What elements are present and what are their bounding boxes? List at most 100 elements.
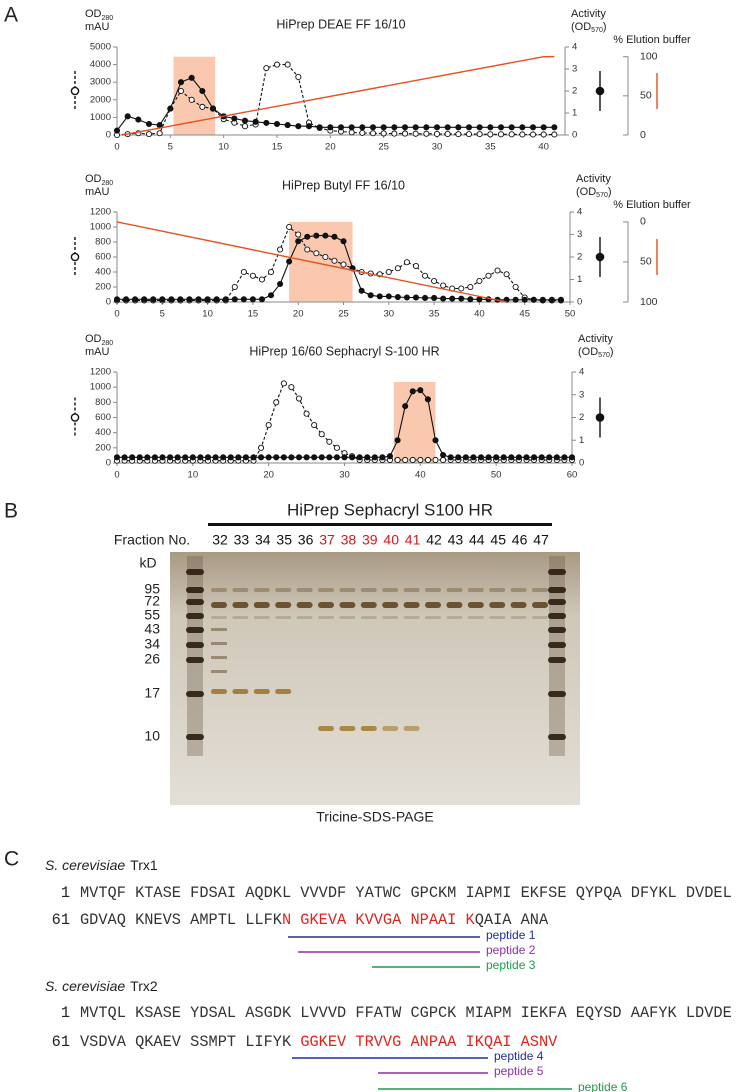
fraction-number: 37	[319, 532, 335, 548]
data-point	[249, 272, 256, 279]
data-point	[333, 454, 340, 461]
y2-tick-label: 3	[572, 64, 577, 75]
data-point	[129, 454, 136, 461]
y2-tick-label: 2	[577, 252, 582, 263]
y2-tick-label: 3	[579, 389, 584, 400]
data-point	[113, 296, 121, 303]
gel-band	[446, 616, 463, 619]
y2-tick-label: 1	[577, 274, 582, 285]
sequence-segment: VSDVA QKAEV SSMPT LIFYK	[80, 1033, 300, 1051]
y2-axis-label: Activity	[571, 8, 606, 20]
peptide-label: peptide 4	[494, 1049, 544, 1063]
data-point	[449, 295, 456, 302]
data-point	[476, 131, 483, 138]
fraction-number: 32	[212, 532, 228, 548]
fraction-number: 35	[276, 532, 292, 548]
y3-tick-label: 0	[640, 216, 646, 228]
data-point	[263, 65, 270, 72]
data-point	[231, 296, 238, 303]
x-tick-label: 60	[567, 470, 578, 481]
gel-band	[360, 602, 377, 608]
data-point	[421, 294, 429, 302]
data-point	[273, 454, 280, 461]
data-point	[476, 124, 483, 131]
data-point	[273, 120, 281, 128]
gel-band	[510, 602, 527, 608]
gel-band	[446, 588, 463, 592]
data-point	[186, 296, 193, 303]
gel-band	[510, 616, 527, 619]
data-point	[277, 280, 284, 288]
legend-marker	[595, 252, 605, 262]
data-point	[467, 296, 474, 303]
x-tick-label: 35	[429, 309, 440, 320]
legend-marker	[70, 413, 80, 422]
gel-band	[211, 656, 227, 659]
data-point	[304, 246, 311, 253]
x-tick-label: 20	[263, 470, 274, 481]
gel-band	[211, 670, 227, 673]
gel-band	[532, 616, 548, 619]
data-point	[477, 454, 485, 461]
y-tick-label: 1000	[90, 222, 111, 233]
data-point	[318, 454, 325, 461]
data-point	[551, 124, 558, 131]
data-point	[288, 384, 295, 391]
data-point	[265, 454, 272, 461]
data-point	[391, 130, 398, 137]
data-point	[341, 454, 348, 461]
data-point	[458, 285, 465, 292]
gel-band	[425, 616, 441, 619]
y-tick-label: 1200	[90, 207, 111, 218]
data-point	[380, 130, 387, 137]
ladder-band	[548, 613, 566, 619]
data-point	[391, 124, 398, 131]
data-point	[531, 454, 538, 461]
y-tick-label: 400	[95, 427, 111, 438]
peptide-label: peptide 3	[486, 958, 536, 972]
data-point	[284, 61, 291, 68]
data-point	[359, 124, 366, 131]
data-point	[417, 456, 424, 464]
ladder-smear	[187, 556, 203, 756]
ladder-band	[548, 642, 566, 648]
ladder-band	[186, 599, 204, 605]
data-point	[304, 233, 311, 240]
y-tick-label: 400	[95, 267, 111, 278]
data-point	[421, 272, 429, 279]
fraction-label: Fraction No.	[114, 532, 190, 548]
gel-band	[467, 588, 484, 592]
series-line	[122, 56, 555, 136]
fraction-number: 42	[426, 532, 442, 548]
fraction-number: 46	[512, 532, 528, 548]
sequence-line: MVTQL KSASE YDSAL ASGDK LVVVD FFATW CGPC…	[80, 1004, 732, 1022]
title-bar	[208, 523, 552, 526]
ladder-band	[548, 691, 566, 697]
data-point	[470, 454, 477, 461]
data-point	[316, 124, 323, 131]
x-tick-label: 30	[339, 470, 350, 481]
peptide-label: peptide 1	[486, 928, 536, 942]
data-point	[189, 454, 196, 461]
data-point	[356, 454, 363, 461]
ladder-band	[186, 642, 204, 648]
gel-band	[275, 588, 292, 592]
data-point	[241, 117, 249, 124]
series-line	[117, 226, 561, 302]
x-tick-label: 40	[415, 470, 426, 481]
x-tick-label: 50	[565, 309, 576, 320]
x-tick-label: 10	[218, 142, 229, 153]
y-tick-label: 200	[95, 282, 111, 293]
sequence-segment: N GKEVA KVVGA NPAAI K	[282, 911, 476, 929]
gel-band	[425, 588, 441, 592]
x-tick-label: 20	[325, 142, 336, 153]
residue-number: 61	[52, 1033, 70, 1051]
data-point	[277, 246, 284, 253]
data-point	[263, 119, 270, 126]
data-point	[551, 131, 558, 138]
data-point	[182, 454, 189, 461]
data-point	[412, 124, 419, 131]
gel-band	[211, 588, 227, 592]
data-point	[487, 124, 494, 131]
